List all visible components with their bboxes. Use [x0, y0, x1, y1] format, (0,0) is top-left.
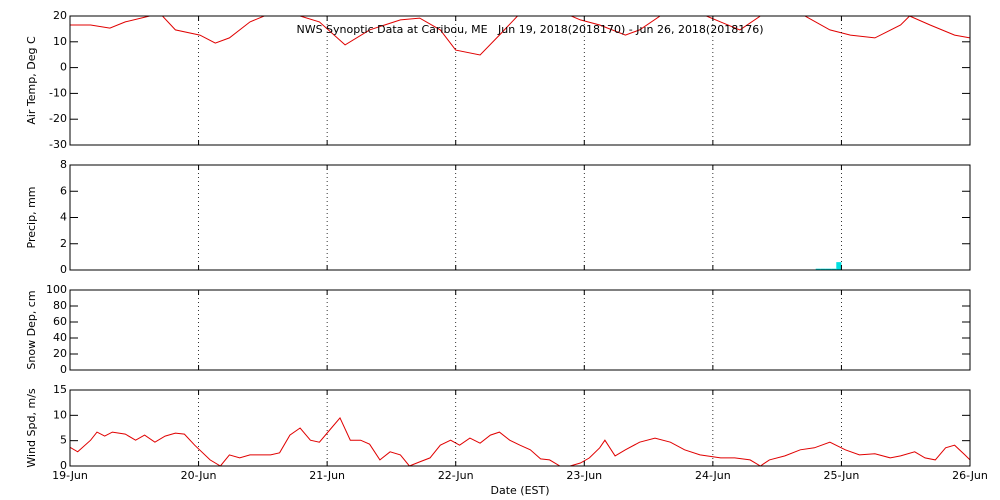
- plot-frame: [69, 289, 971, 371]
- y-tick-label: 2: [60, 237, 67, 250]
- y-tick-label: -10: [49, 86, 67, 99]
- y-tick-label: 8: [60, 158, 67, 171]
- plot-frame: [69, 15, 971, 146]
- y-tick-label: 20: [53, 9, 67, 22]
- bar: [826, 268, 832, 270]
- x-tick-label: 19-Jun: [52, 469, 88, 482]
- y-tick-label: 80: [53, 299, 67, 312]
- x-tick-label: 23-Jun: [566, 469, 602, 482]
- y-tick-label: 15: [53, 383, 67, 396]
- y-tick-label: 5: [60, 434, 67, 447]
- y-axis-label: Wind Spd, m/s: [25, 388, 38, 468]
- bar: [831, 268, 837, 270]
- y-tick-label: 100: [46, 283, 67, 296]
- panel: [815, 262, 842, 270]
- plot-frame: [69, 164, 971, 271]
- y-tick-label: 4: [60, 211, 67, 224]
- bar: [836, 262, 842, 270]
- y-tick-label: 0: [60, 61, 67, 74]
- y-tick-label: 0: [60, 263, 67, 276]
- y-tick-label: 10: [53, 35, 67, 48]
- data-line: [70, 16, 970, 56]
- y-axis-label: Precip, mm: [25, 187, 38, 249]
- x-tick-label: 20-Jun: [181, 469, 217, 482]
- y-tick-label: 20: [53, 347, 67, 360]
- y-tick-label: 40: [53, 331, 67, 344]
- x-tick-label: 25-Jun: [824, 469, 860, 482]
- x-tick-label: 21-Jun: [309, 469, 345, 482]
- chart-title: NWS Synoptic Data at Caribou, ME Jun 19,…: [296, 23, 763, 36]
- panel: [70, 16, 970, 56]
- data-line: [70, 416, 970, 466]
- y-tick-label: 6: [60, 184, 67, 197]
- y-tick-label: 0: [60, 459, 67, 472]
- y-tick-label: 10: [53, 408, 67, 421]
- y-axis-label: Air Temp, Deg C: [25, 36, 38, 125]
- y-tick-label: 60: [53, 315, 67, 328]
- bar: [815, 268, 821, 270]
- plot-frame: [69, 389, 971, 467]
- y-tick-label: -30: [49, 138, 67, 151]
- x-axis-label: Date (EST): [490, 484, 549, 497]
- y-tick-label: 0: [60, 363, 67, 376]
- x-tick-label: 22-Jun: [438, 469, 474, 482]
- y-axis-label: Snow Dep, cm: [25, 290, 38, 369]
- bar: [820, 268, 826, 270]
- y-tick-label: -20: [49, 112, 67, 125]
- x-tick-label: 26-Jun: [952, 469, 988, 482]
- x-tick-label: 24-Jun: [695, 469, 731, 482]
- panel: [70, 416, 970, 466]
